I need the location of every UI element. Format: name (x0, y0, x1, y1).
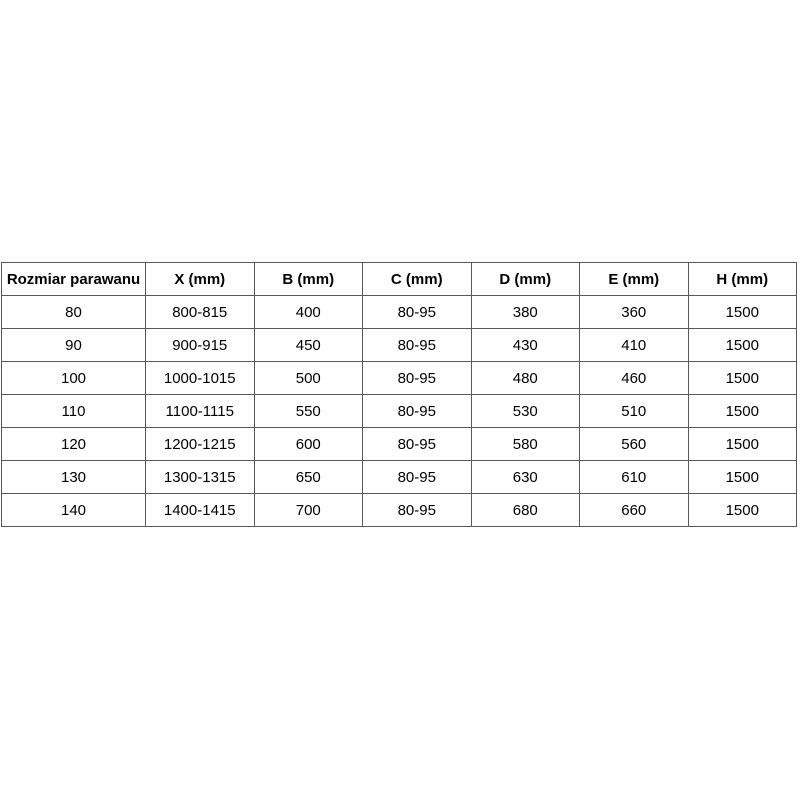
header-x-mm: X (mm) (145, 262, 255, 296)
table-row-100: 100 1000-1015 500 80-95 480 460 1500 (1, 361, 797, 395)
cell-h: 1500 (687, 460, 797, 494)
cell-size: 90 (1, 328, 146, 362)
cell-x: 1100-1115 (145, 394, 255, 428)
cell-e: 410 (579, 328, 689, 362)
cell-d: 380 (470, 295, 580, 329)
cell-x: 1400-1415 (145, 493, 255, 527)
cell-b: 700 (253, 493, 363, 527)
cell-d: 480 (470, 361, 580, 395)
header-b-mm: B (mm) (253, 262, 363, 296)
header-d-mm: D (mm) (470, 262, 580, 296)
header-c-mm: C (mm) (362, 262, 472, 296)
cell-d: 430 (470, 328, 580, 362)
cell-e: 560 (579, 427, 689, 461)
table-row-90: 90 900-915 450 80-95 430 410 1500 (1, 328, 797, 362)
cell-c: 80-95 (362, 460, 472, 494)
header-rozmiar-parawanu: Rozmiar parawanu (1, 262, 146, 296)
cell-size: 80 (1, 295, 146, 329)
table-row-130: 130 1300-1315 650 80-95 630 610 1500 (1, 460, 797, 494)
cell-c: 80-95 (362, 361, 472, 395)
cell-c: 80-95 (362, 427, 472, 461)
cell-b: 650 (253, 460, 363, 494)
cell-h: 1500 (687, 295, 797, 329)
table-row-80: 80 800-815 400 80-95 380 360 1500 (1, 295, 797, 329)
cell-x: 1000-1015 (145, 361, 255, 395)
cell-x: 900-915 (145, 328, 255, 362)
cell-c: 80-95 (362, 328, 472, 362)
cell-d: 530 (470, 394, 580, 428)
cell-e: 660 (579, 493, 689, 527)
cell-size: 140 (1, 493, 146, 527)
cell-d: 680 (470, 493, 580, 527)
table-row-120: 120 1200-1215 600 80-95 580 560 1500 (1, 427, 797, 461)
cell-d: 580 (470, 427, 580, 461)
table-row-110: 110 1100-1115 550 80-95 530 510 1500 (1, 394, 797, 428)
header-h-mm: H (mm) (687, 262, 797, 296)
cell-h: 1500 (687, 361, 797, 395)
cell-d: 630 (470, 460, 580, 494)
cell-size: 100 (1, 361, 146, 395)
spec-table: Rozmiar parawanu X (mm) B (mm) C (mm) D … (1, 262, 797, 527)
cell-size: 130 (1, 460, 146, 494)
cell-x: 1200-1215 (145, 427, 255, 461)
table-row-140: 140 1400-1415 700 80-95 680 660 1500 (1, 493, 797, 527)
cell-size: 110 (1, 394, 146, 428)
cell-h: 1500 (687, 394, 797, 428)
cell-x: 1300-1315 (145, 460, 255, 494)
cell-c: 80-95 (362, 493, 472, 527)
cell-c: 80-95 (362, 394, 472, 428)
cell-c: 80-95 (362, 295, 472, 329)
table-header-row: Rozmiar parawanu X (mm) B (mm) C (mm) D … (1, 262, 797, 296)
cell-b: 550 (253, 394, 363, 428)
cell-e: 360 (579, 295, 689, 329)
header-e-mm: E (mm) (579, 262, 689, 296)
cell-h: 1500 (687, 493, 797, 527)
cell-e: 610 (579, 460, 689, 494)
cell-b: 500 (253, 361, 363, 395)
cell-b: 450 (253, 328, 363, 362)
cell-h: 1500 (687, 328, 797, 362)
cell-e: 510 (579, 394, 689, 428)
cell-h: 1500 (687, 427, 797, 461)
cell-b: 600 (253, 427, 363, 461)
spec-table-container: Rozmiar parawanu X (mm) B (mm) C (mm) D … (1, 262, 797, 527)
cell-size: 120 (1, 427, 146, 461)
cell-e: 460 (579, 361, 689, 395)
cell-b: 400 (253, 295, 363, 329)
cell-x: 800-815 (145, 295, 255, 329)
